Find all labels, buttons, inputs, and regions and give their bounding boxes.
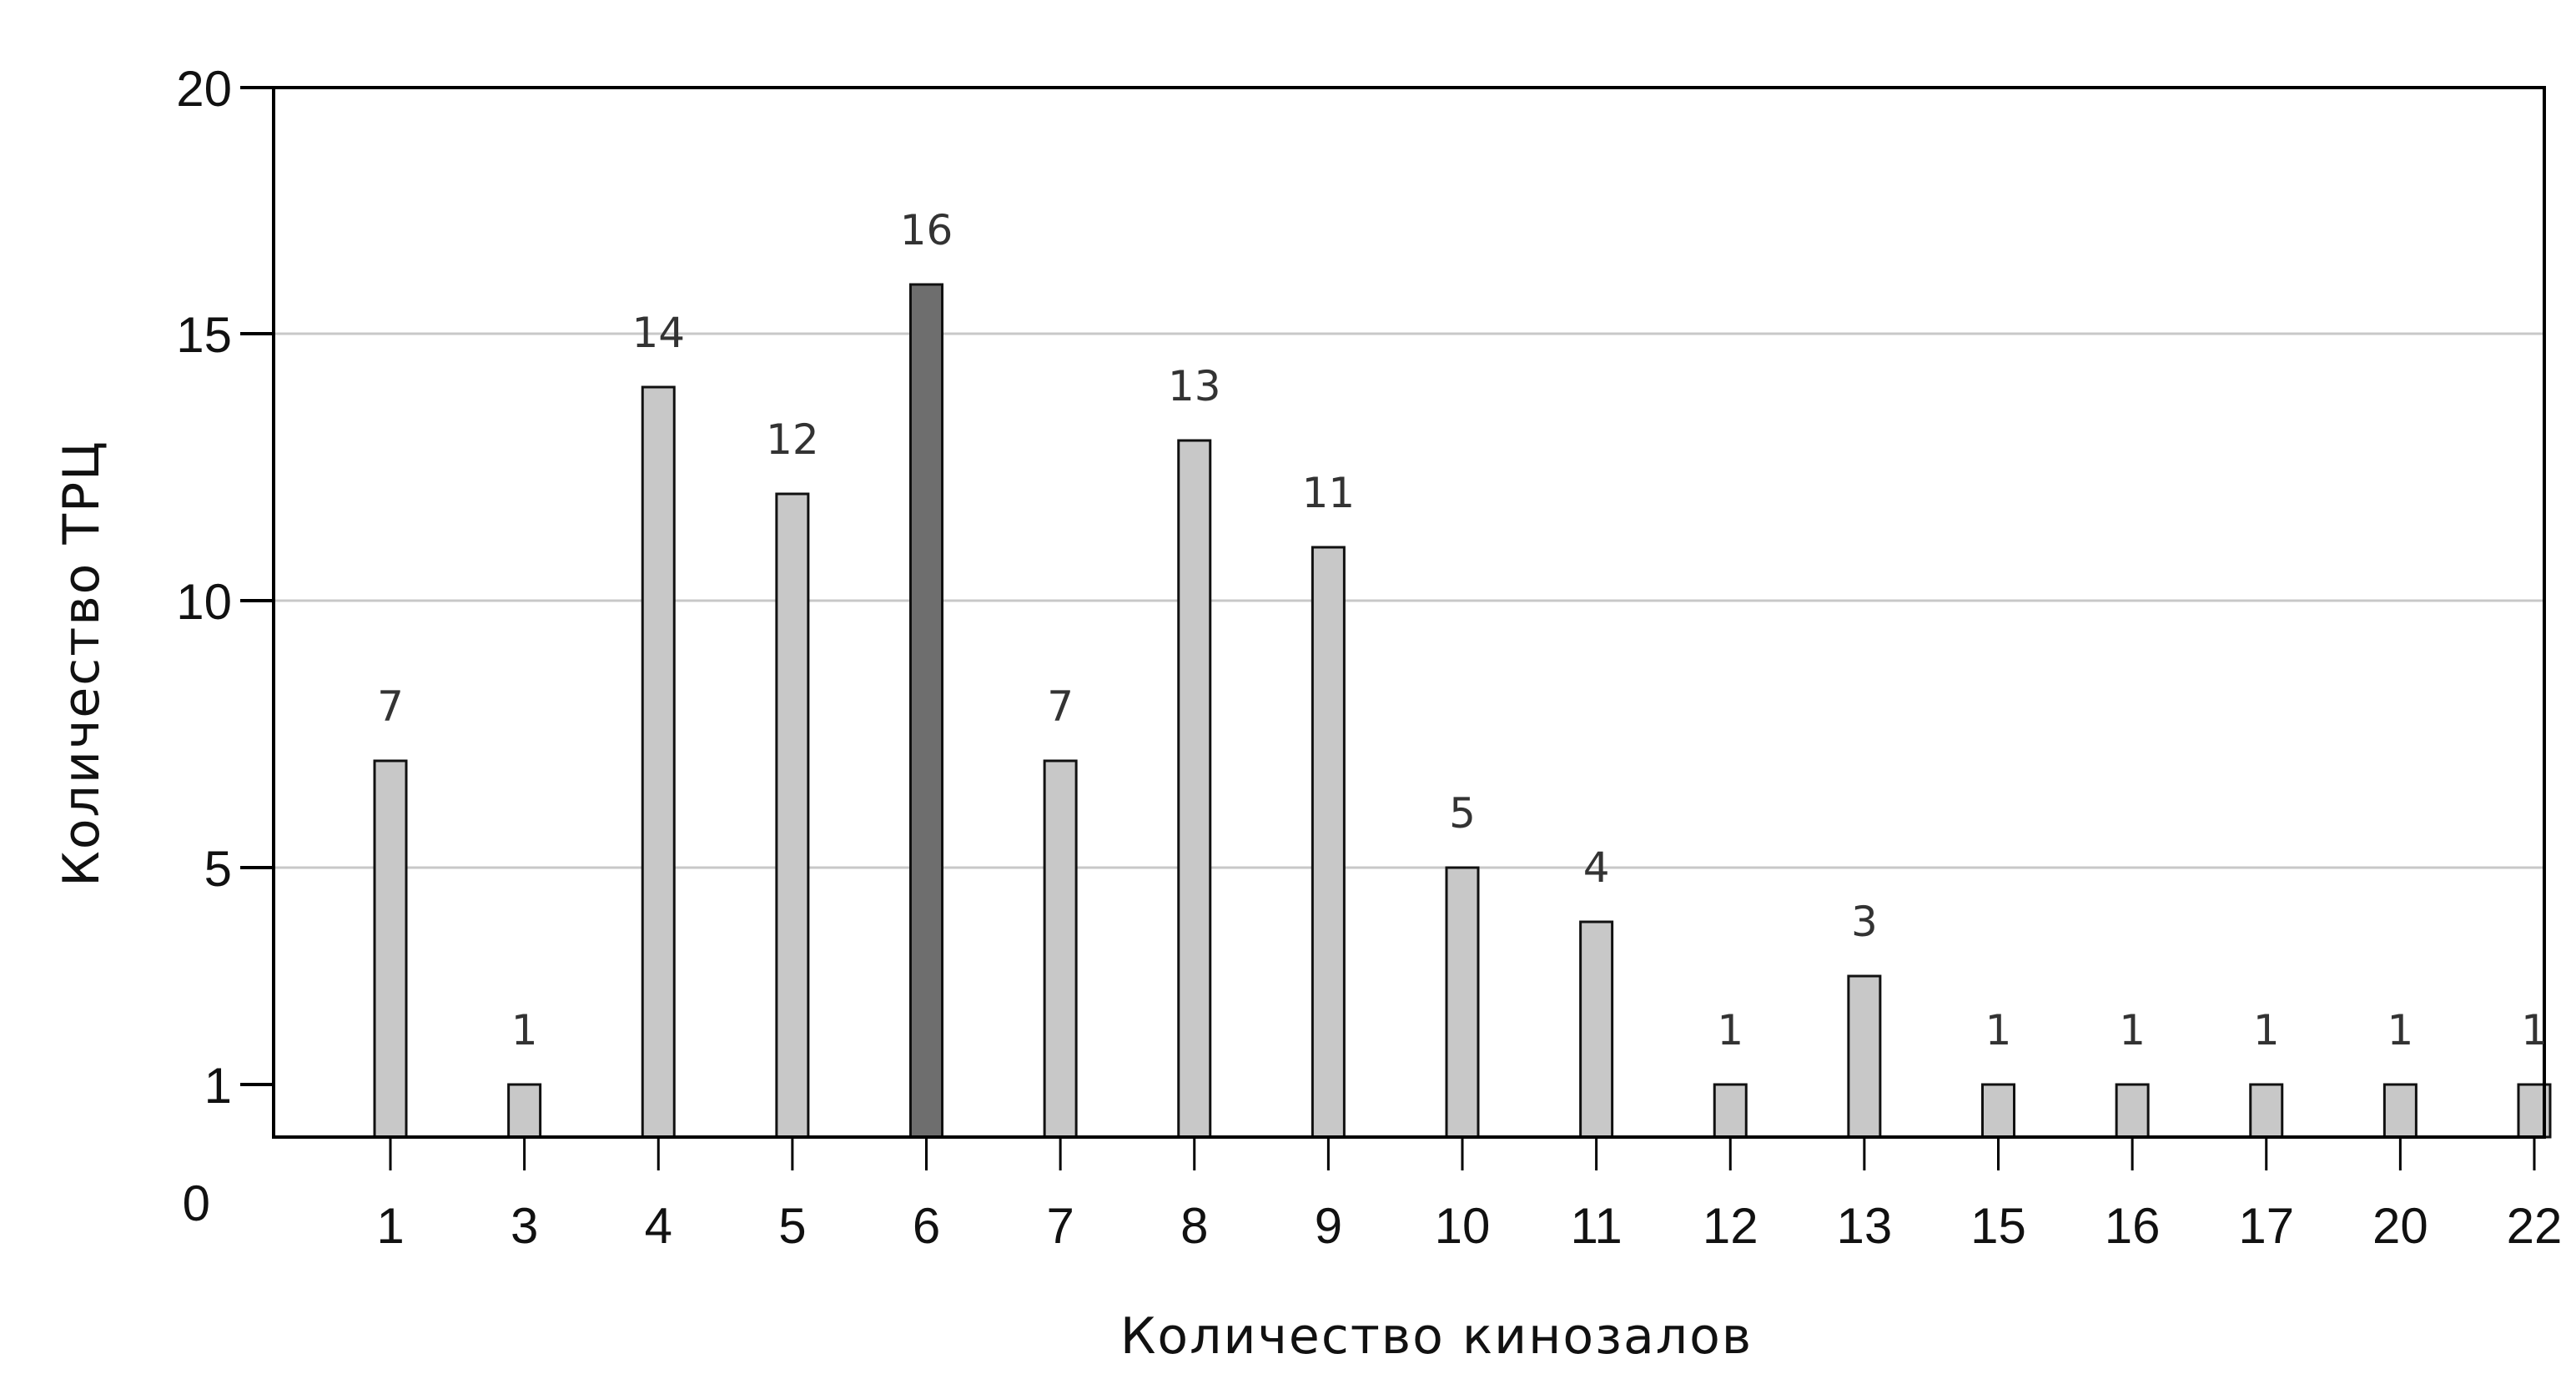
bar bbox=[1445, 866, 1480, 1139]
x-tick-label: 15 bbox=[1970, 1198, 2026, 1254]
bar bbox=[1043, 759, 1078, 1139]
bar bbox=[775, 492, 810, 1139]
data-label: 14 bbox=[631, 309, 685, 357]
x-tick-label: 16 bbox=[2105, 1198, 2161, 1254]
data-label: 4 bbox=[1583, 843, 1610, 892]
x-axis-title: Количество кинозалов bbox=[1120, 1307, 1753, 1366]
bar bbox=[1713, 1083, 1748, 1139]
bar bbox=[1177, 439, 1212, 1139]
y-tick-label: 0 bbox=[183, 1175, 210, 1231]
bar bbox=[507, 1083, 542, 1139]
data-label: 1 bbox=[1717, 1006, 1743, 1054]
x-tick-label: 20 bbox=[2372, 1198, 2428, 1254]
data-label: 1 bbox=[2521, 1006, 2548, 1054]
x-tick-label: 1 bbox=[376, 1198, 404, 1254]
data-label: 1 bbox=[511, 1006, 538, 1054]
y-tick-label: 5 bbox=[204, 841, 232, 897]
bar bbox=[2249, 1083, 2284, 1139]
plot-frame bbox=[272, 86, 2546, 1139]
data-label: 1 bbox=[2119, 1006, 2146, 1054]
data-label: 5 bbox=[1449, 789, 1476, 838]
y-tick-label: 20 bbox=[176, 61, 232, 117]
data-label: 1 bbox=[1985, 1006, 2012, 1054]
bar bbox=[909, 283, 943, 1139]
bar bbox=[1311, 546, 1346, 1139]
x-tick-label: 11 bbox=[1570, 1198, 1622, 1254]
data-label: 16 bbox=[900, 206, 953, 254]
x-tick-label: 10 bbox=[1435, 1198, 1491, 1254]
data-label: 1 bbox=[2387, 1006, 2413, 1054]
y-tick-label: 10 bbox=[176, 574, 232, 630]
x-tick-label: 22 bbox=[2507, 1198, 2563, 1254]
x-tick-label: 3 bbox=[511, 1198, 538, 1254]
x-tick-label: 12 bbox=[1703, 1198, 1758, 1254]
x-axis-ticks: 1 3 4 5 6 7 8 9 10 11 12 13 15 16 17 20 22 bbox=[376, 1137, 2562, 1254]
bar bbox=[2382, 1083, 2418, 1139]
x-tick-label: 17 bbox=[2238, 1198, 2294, 1254]
bars bbox=[373, 283, 2552, 1139]
x-tick-label: 7 bbox=[1046, 1198, 1074, 1254]
bar bbox=[1847, 974, 1882, 1139]
gridlines bbox=[274, 332, 2544, 869]
data-label: 7 bbox=[1047, 682, 1074, 731]
bar bbox=[1981, 1083, 2015, 1139]
y-tick-label: 15 bbox=[176, 307, 232, 363]
data-label: 1 bbox=[2253, 1006, 2280, 1054]
x-tick-label: 9 bbox=[1315, 1198, 1342, 1254]
data-label: 3 bbox=[1851, 898, 1878, 946]
x-tick-label: 8 bbox=[1180, 1198, 1208, 1254]
x-tick-label: 4 bbox=[645, 1198, 672, 1254]
bar bbox=[1579, 920, 1614, 1139]
x-tick-label: 6 bbox=[913, 1198, 940, 1254]
bar bbox=[373, 759, 408, 1139]
data-label: 13 bbox=[1168, 362, 1221, 410]
data-label: 11 bbox=[1302, 469, 1356, 517]
data-label: 7 bbox=[377, 682, 404, 731]
bar bbox=[641, 385, 676, 1139]
x-tick-label: 5 bbox=[778, 1198, 806, 1254]
data-label: 12 bbox=[766, 415, 819, 464]
bar bbox=[2115, 1083, 2150, 1139]
y-tick-label: 1 bbox=[204, 1058, 232, 1114]
y-axis-title: Количество ТРЦ bbox=[53, 440, 111, 887]
axes bbox=[272, 86, 2546, 1139]
x-tick-label: 13 bbox=[1837, 1198, 1893, 1254]
